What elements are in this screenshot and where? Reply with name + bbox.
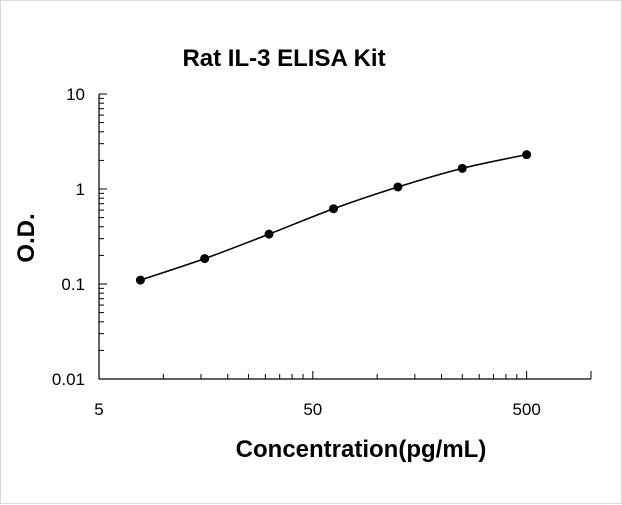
x-tick-label: 5 [94,400,103,419]
x-ticks [98,371,592,379]
x-tick-label: 50 [303,400,322,419]
x-tick-label: 500 [512,400,540,419]
y-tick-label: 1 [76,180,85,199]
y-tick-label: 0.01 [52,370,85,389]
y-tick-label: 10 [66,85,85,104]
axes [98,94,591,380]
data-point [329,204,339,214]
data-point [522,150,532,160]
data-point [393,182,403,192]
y-tick-label: 0.1 [61,275,85,294]
fit-curve [140,153,527,281]
data-point [200,254,210,264]
y-tick-labels: 10 1 0.1 0.01 [52,85,85,389]
data-point [135,275,145,285]
y-ticks [99,93,107,380]
x-tick-labels: 5 50 500 [94,400,541,419]
data-points [135,150,532,285]
data-point [264,229,274,239]
data-point [457,163,467,173]
x-axis-label: Concentration(pg/mL) [236,436,487,463]
chart-title: Rat IL-3 ELISA Kit [182,45,385,72]
y-axis-label: O.D. [13,213,40,262]
